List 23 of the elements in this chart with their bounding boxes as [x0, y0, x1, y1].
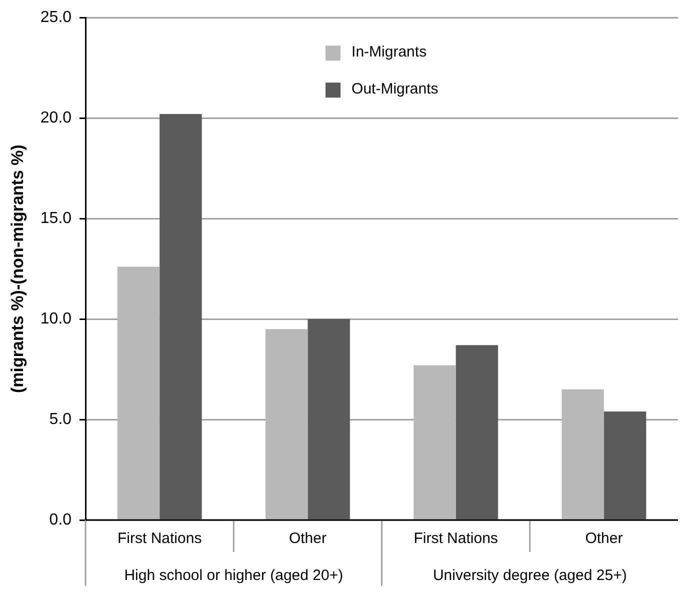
x-tick-label: First Nations: [118, 530, 202, 548]
text: University degree (aged 25+): [432, 567, 627, 584]
x-tick-label: First Nations: [414, 530, 498, 548]
legend-label: Out-Migrants: [352, 80, 438, 98]
bar: [604, 411, 646, 520]
x-tick-label: Other: [585, 530, 623, 548]
bar: [414, 365, 456, 520]
y-tick-label: 10.0: [40, 310, 72, 328]
x-tick-label: Other: [288, 530, 326, 548]
legend-label: In-Migrants: [352, 44, 427, 61]
bar: [308, 319, 350, 520]
y-tick-label: 25.0: [40, 9, 72, 26]
text: High school or higher (aged 20+): [124, 567, 344, 584]
y-tick-label: 5.0: [49, 410, 72, 428]
bar: [160, 114, 202, 520]
bar: [456, 345, 498, 520]
y-axis-title: (migrants %)-(non-migrants %): [8, 144, 27, 393]
bar: [117, 266, 160, 520]
y-tick-label: 15.0: [40, 210, 72, 227]
y-tick-label: 20.0: [40, 109, 72, 126]
bar: [266, 329, 308, 520]
y-tick-label: 0.0: [49, 511, 72, 528]
bar: [562, 389, 604, 520]
